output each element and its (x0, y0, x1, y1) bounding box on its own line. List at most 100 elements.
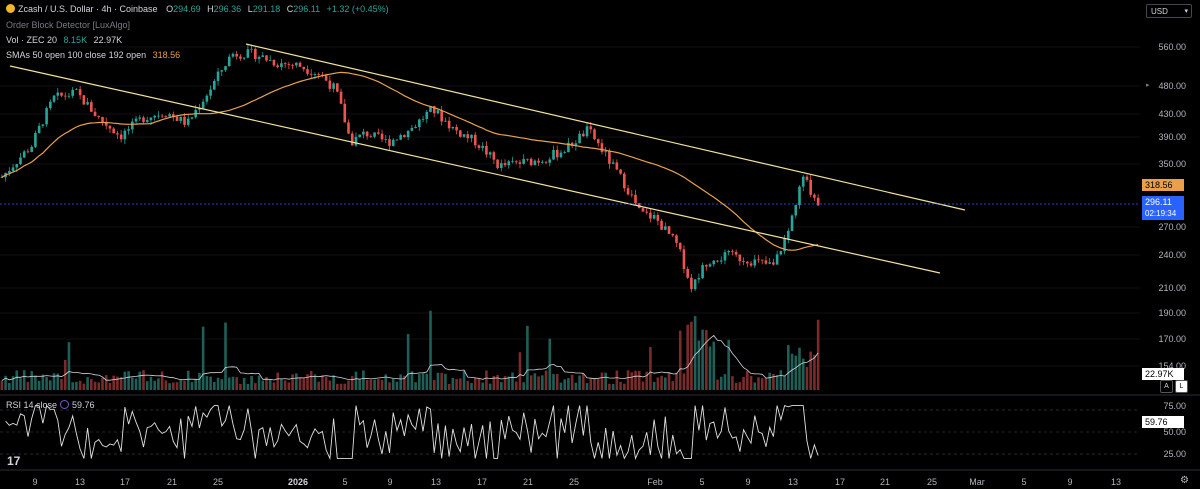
candle-body (518, 162, 522, 164)
volume-bar (656, 377, 660, 390)
candle-body (410, 127, 414, 131)
candle-body (116, 133, 119, 135)
candle-body (630, 194, 634, 196)
volume-bar (611, 383, 615, 390)
candle-body (0, 177, 4, 178)
candle-body (19, 157, 22, 165)
rsi-legend[interactable]: RSI 14 close 59.76 (6, 400, 95, 410)
candle-body (97, 115, 101, 117)
volume-bar (399, 374, 402, 390)
sma-price-tag: 318.56 (1142, 179, 1184, 191)
price-tick-label: 154.00 (1158, 361, 1186, 371)
volume-bar (608, 383, 611, 390)
candle-body (447, 120, 451, 129)
volume-bar (153, 380, 156, 390)
indicator-volume[interactable]: Vol · ZEC 20 8.15K 22.97K (6, 35, 123, 45)
volume-bar (194, 379, 197, 390)
volume-bar (19, 378, 22, 390)
volume-bar (41, 374, 45, 390)
volume-bar (395, 381, 399, 390)
candle-body (86, 102, 89, 105)
volume-bar (544, 370, 548, 390)
volume-bar (205, 376, 209, 390)
volume-bar (49, 380, 52, 390)
volume-bar (339, 383, 343, 390)
candle-body (451, 127, 455, 129)
volume-bar (600, 372, 604, 390)
candle-body (600, 143, 604, 153)
candle-body (522, 159, 525, 164)
candle-body (216, 71, 220, 81)
candle-body (224, 66, 227, 71)
gear-icon[interactable]: ⚙ (1180, 475, 1189, 486)
candle-body (8, 170, 11, 173)
candle-body (686, 269, 689, 278)
volume-bar (295, 373, 298, 390)
candle-body (574, 143, 578, 146)
candle-body (664, 226, 667, 230)
candle-body (246, 49, 250, 58)
volume-bar (127, 371, 130, 390)
candle-body (377, 132, 380, 134)
volume-bar (250, 376, 253, 390)
candle-body (697, 278, 701, 280)
candle-body (213, 80, 216, 90)
volume-bar (242, 377, 246, 390)
candle-body (380, 133, 384, 140)
volume-bar (805, 367, 809, 390)
candle-body (261, 55, 265, 57)
candle-body (641, 208, 645, 212)
time-tick-label: 13 (1110, 477, 1122, 487)
candle-body (127, 129, 130, 131)
volume-bar (265, 377, 268, 390)
candle-body (477, 145, 481, 148)
volume-bars (0, 310, 820, 390)
volume-bar (425, 373, 429, 390)
volume-bar (749, 375, 753, 390)
volume-bar (798, 347, 801, 390)
volume-bar (645, 371, 648, 390)
volume-bar (712, 341, 716, 390)
candle-body (429, 106, 432, 112)
time-tick-label: Feb (647, 477, 663, 487)
candle-body (388, 139, 391, 146)
candle-body (787, 230, 790, 239)
candle-body (734, 251, 738, 255)
candle-body (537, 160, 540, 163)
volume-bar (209, 376, 212, 390)
candle-body (164, 115, 168, 117)
indicator-sma[interactable]: SMAs 50 open 100 close 192 open 318.56 (6, 50, 181, 60)
currency-select[interactable]: USD ▾ (1146, 4, 1192, 18)
volume-bar (75, 381, 78, 390)
candle-body (649, 212, 652, 219)
candle-body (533, 160, 537, 166)
candle-body (131, 121, 134, 130)
price-tick-label: 560.00 (1158, 42, 1186, 52)
time-tick-label: Mar (969, 477, 985, 487)
candle-body (656, 214, 660, 221)
candle-body (500, 163, 503, 168)
volume-bar (794, 355, 798, 390)
volume-bar (727, 339, 730, 390)
candle-body (548, 159, 552, 163)
log-scale-button[interactable]: L (1175, 380, 1188, 393)
volume-bar (268, 379, 272, 390)
volume-bar (22, 370, 26, 390)
candle-body (157, 115, 160, 117)
volume-bar (697, 340, 701, 390)
volume-bar (328, 380, 332, 390)
candle-body (373, 132, 376, 137)
volume-bar (630, 372, 634, 390)
volume-bar (716, 379, 719, 390)
auto-scale-button[interactable]: A (1160, 380, 1173, 393)
lower-trendline (9, 65, 941, 274)
volume-bar (101, 377, 104, 390)
volume-bar (354, 371, 358, 390)
indicator-order-block[interactable]: Order Block Detector [LuxAlgo] (6, 20, 131, 30)
volume-bar (455, 379, 458, 390)
volume-bar (220, 379, 224, 390)
candlestick-series (0, 44, 820, 293)
volume-bar (518, 352, 522, 390)
volume-bar (15, 370, 19, 390)
